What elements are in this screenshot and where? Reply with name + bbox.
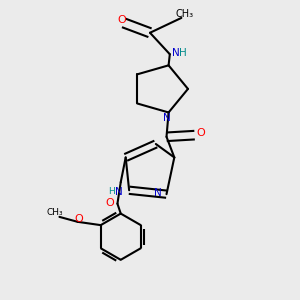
Text: N: N bbox=[172, 48, 180, 58]
Text: N: N bbox=[163, 113, 171, 123]
Text: O: O bbox=[196, 128, 205, 139]
Text: O: O bbox=[106, 198, 115, 208]
Text: O: O bbox=[75, 214, 84, 224]
Text: H: H bbox=[179, 48, 187, 58]
Text: O: O bbox=[118, 15, 126, 25]
Text: CH₃: CH₃ bbox=[46, 208, 63, 217]
Text: N: N bbox=[154, 188, 162, 197]
Text: H: H bbox=[109, 188, 115, 196]
Text: N: N bbox=[116, 187, 123, 197]
Text: CH₃: CH₃ bbox=[176, 9, 194, 19]
